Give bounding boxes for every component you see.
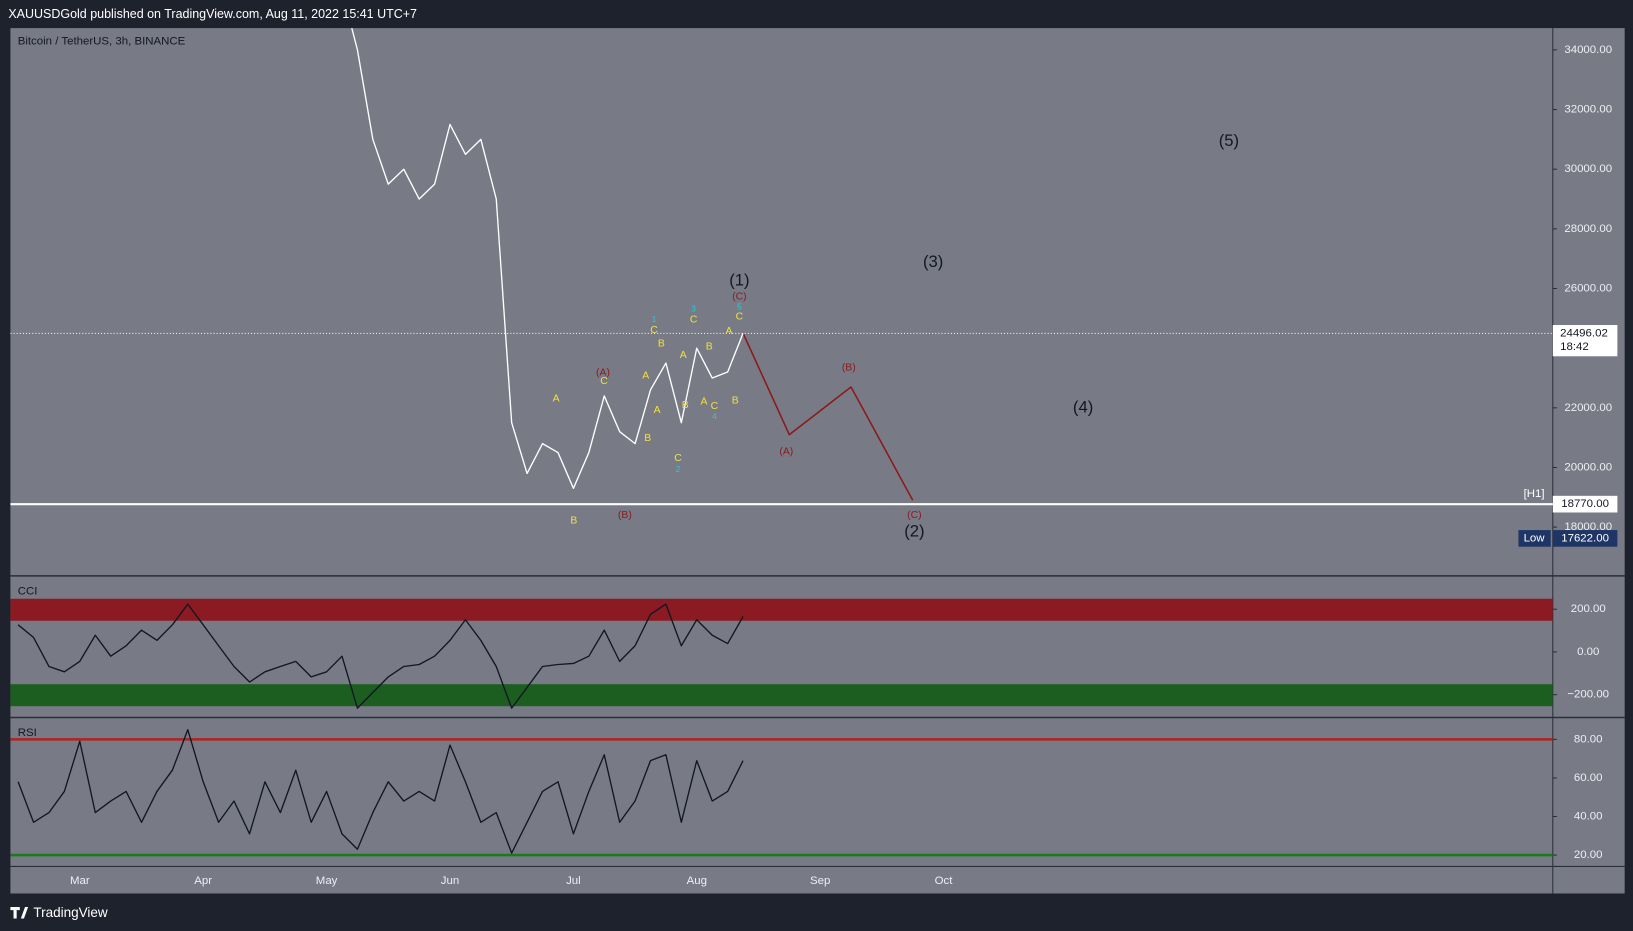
wave-label: (C) xyxy=(732,292,746,303)
wave-label: 2 xyxy=(676,464,681,474)
wave-label: B xyxy=(732,396,739,407)
brand: TradingView xyxy=(33,905,108,920)
wave-label: A xyxy=(726,326,733,337)
wave-label: B xyxy=(706,342,713,353)
line xyxy=(742,332,914,501)
wave-label: 1 xyxy=(652,314,657,324)
wave-label: (5) xyxy=(1219,131,1239,150)
logo-icon xyxy=(10,907,29,919)
line xyxy=(17,603,744,709)
x-tick-label: Aug xyxy=(687,875,707,887)
band xyxy=(10,684,1553,707)
y-tick-label: 30000.00 xyxy=(1564,163,1612,175)
pane xyxy=(351,28,914,501)
y-tick-label: 26000.00 xyxy=(1564,283,1612,295)
header-text: XAUUSDGold published on TradingView.com,… xyxy=(8,7,417,21)
y-tick-label: 80.00 xyxy=(1574,733,1603,745)
wave-label: C xyxy=(690,314,698,325)
wave-label: 3 xyxy=(691,303,696,313)
y-tick-label: 32000.00 xyxy=(1564,104,1612,116)
wave-label: (1) xyxy=(729,271,749,290)
wave-label: (C) xyxy=(907,510,921,521)
y-tick-label: 0.00 xyxy=(1577,646,1599,658)
y-tick-label: 28000.00 xyxy=(1564,223,1612,235)
wave-label: C xyxy=(600,376,608,387)
level-box xyxy=(1552,495,1618,513)
wave-label: B xyxy=(644,433,651,444)
wave-label: (A) xyxy=(596,368,610,379)
x-tick-label: Jun xyxy=(441,875,459,887)
x-tick-label: May xyxy=(316,875,338,887)
wave-label: A xyxy=(680,350,687,361)
price-label: 24496.02 xyxy=(1560,327,1608,339)
y-tick-label: 200.00 xyxy=(1571,603,1606,615)
wave-label: (4) xyxy=(1073,398,1093,417)
y-tick-label: −200.00 xyxy=(1567,689,1609,701)
low-name: Low xyxy=(1524,532,1546,544)
wave-label: 4 xyxy=(712,411,717,421)
wave-label: (B) xyxy=(618,510,632,521)
wave-label: A xyxy=(654,405,661,416)
wave-label: B xyxy=(658,338,665,349)
y-tick-label: 20.00 xyxy=(1574,849,1603,861)
pane xyxy=(10,598,1553,709)
wave-label: A xyxy=(642,371,649,382)
wave-label: C xyxy=(650,325,658,336)
rsi-title: RSI xyxy=(18,727,37,739)
wave-label: 5 xyxy=(737,301,742,311)
wave-label: C xyxy=(674,453,682,464)
x-tick-label: Mar xyxy=(70,875,90,887)
price-box xyxy=(1552,325,1618,357)
wave-label: C xyxy=(736,311,744,322)
line xyxy=(17,729,744,854)
wave-label: B xyxy=(570,515,577,526)
logo: TradingView xyxy=(10,905,108,920)
low-name-box xyxy=(1518,530,1551,547)
y-tick-label: 40.00 xyxy=(1574,811,1603,823)
level-label: 18770.00 xyxy=(1561,498,1609,510)
low-box xyxy=(1552,530,1618,547)
wave-label: C xyxy=(711,401,719,412)
chart-area xyxy=(10,28,1625,894)
x-tick-label: Jul xyxy=(566,875,581,887)
x-tick-label: Oct xyxy=(935,875,954,887)
wave-label: (3) xyxy=(923,252,943,271)
wave-label: A xyxy=(701,397,708,408)
y-tick-label: 22000.00 xyxy=(1564,402,1612,414)
x-tick-label: Sep xyxy=(810,875,830,887)
y-tick-label: 18000.00 xyxy=(1564,521,1612,533)
countdown: 18:42 xyxy=(1560,341,1589,353)
band xyxy=(10,598,1553,621)
symbol-title: Bitcoin / TetherUS, 3h, BINANCE xyxy=(18,36,186,48)
low-label: 17622.00 xyxy=(1561,532,1609,544)
wave-label: A xyxy=(553,394,560,405)
pane xyxy=(10,729,1553,857)
wave-label: (B) xyxy=(842,362,856,373)
x-tick-label: Apr xyxy=(194,875,212,887)
y-tick-label: 34000.00 xyxy=(1564,44,1612,56)
y-tick-label: 60.00 xyxy=(1574,772,1603,784)
level-name: [H1] xyxy=(1524,488,1545,500)
line xyxy=(351,28,744,489)
wave-label: (A) xyxy=(779,447,793,458)
cci-title: CCI xyxy=(18,586,38,598)
wave-label: B xyxy=(682,400,689,411)
wave-label: (2) xyxy=(904,522,924,541)
y-tick-label: 20000.00 xyxy=(1564,462,1612,474)
